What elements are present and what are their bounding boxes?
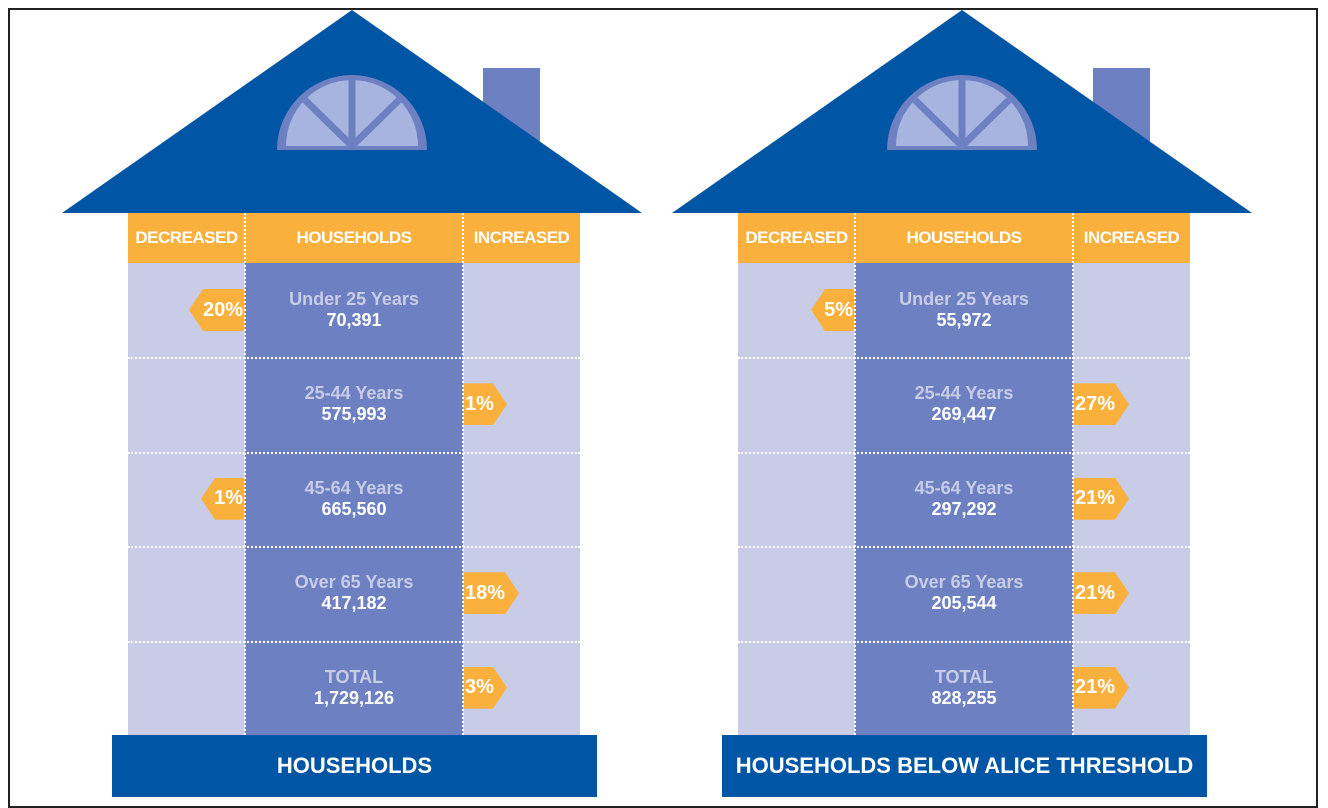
column-header: DECREASED bbox=[738, 213, 855, 263]
row-count: 1,729,126 bbox=[314, 688, 394, 709]
row-label: 25-44 Years bbox=[305, 383, 404, 404]
row-label: Over 65 Years bbox=[295, 572, 414, 593]
row-count: 417,182 bbox=[321, 593, 386, 614]
column-divider bbox=[1072, 213, 1074, 735]
row-label: 45-64 Years bbox=[915, 478, 1014, 499]
title-banner: HOUSEHOLDS BELOW ALICE THRESHOLD bbox=[722, 735, 1207, 797]
roof bbox=[665, 0, 1265, 215]
row-count: 575,993 bbox=[321, 404, 386, 425]
column-divider bbox=[462, 213, 464, 735]
page: DECREASEDHOUSEHOLDSINCREASEDUnder 25 Yea… bbox=[0, 0, 1328, 797]
row-label: Under 25 Years bbox=[899, 289, 1029, 310]
row-count: 828,255 bbox=[931, 688, 996, 709]
row-count: 269,447 bbox=[931, 404, 996, 425]
column-header: INCREASED bbox=[1073, 213, 1190, 263]
column-header: DECREASED bbox=[128, 213, 245, 263]
row-label: Over 65 Years bbox=[905, 572, 1024, 593]
column-divider bbox=[244, 213, 246, 735]
row-label: TOTAL bbox=[325, 667, 383, 688]
row-count: 70,391 bbox=[326, 310, 381, 331]
roof bbox=[55, 0, 655, 215]
row-label: 25-44 Years bbox=[915, 383, 1014, 404]
column-header: INCREASED bbox=[463, 213, 580, 263]
column-divider bbox=[854, 213, 856, 735]
row-count: 55,972 bbox=[936, 310, 991, 331]
column-header: HOUSEHOLDS bbox=[245, 213, 463, 263]
column-header: HOUSEHOLDS bbox=[855, 213, 1073, 263]
row-count: 297,292 bbox=[931, 499, 996, 520]
title-banner: HOUSEHOLDS bbox=[112, 735, 597, 797]
row-label: 45-64 Years bbox=[305, 478, 404, 499]
row-count: 205,544 bbox=[931, 593, 996, 614]
row-label: Under 25 Years bbox=[289, 289, 419, 310]
row-label: TOTAL bbox=[935, 667, 993, 688]
row-count: 665,560 bbox=[321, 499, 386, 520]
